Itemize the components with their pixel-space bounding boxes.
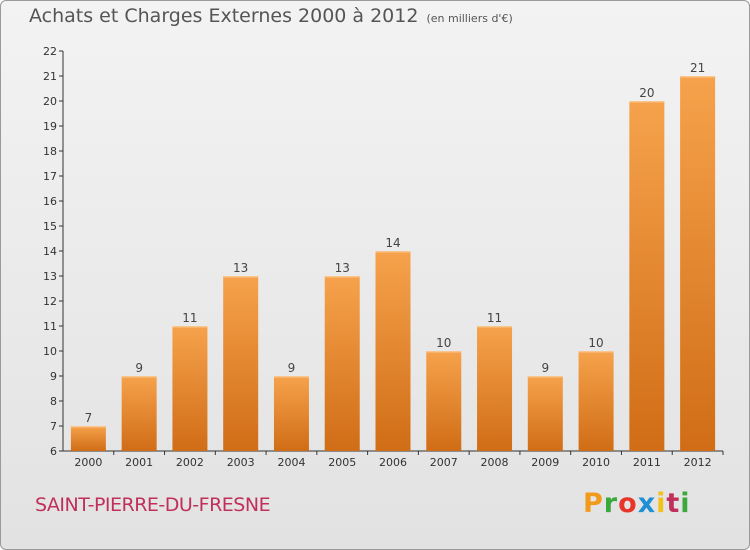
bar-2004 bbox=[273, 376, 309, 451]
data-label-2006: 14 bbox=[385, 236, 400, 250]
x-tick-label: 2001 bbox=[125, 456, 153, 469]
bar-2006 bbox=[375, 251, 411, 451]
x-tick-label: 2011 bbox=[633, 456, 661, 469]
y-tick-label: 9 bbox=[50, 370, 57, 383]
x-tick-label: 2005 bbox=[328, 456, 356, 469]
data-label-2010: 10 bbox=[588, 336, 603, 350]
data-label-2009: 9 bbox=[541, 361, 549, 375]
y-tick-label: 19 bbox=[43, 120, 57, 133]
y-tick-label: 20 bbox=[43, 95, 57, 108]
bar-highlight bbox=[680, 76, 716, 78]
y-tick-label: 13 bbox=[43, 270, 57, 283]
data-label-2003: 13 bbox=[233, 261, 248, 275]
y-tick-label: 11 bbox=[43, 320, 57, 333]
proxiti-logo: Proxiti bbox=[583, 488, 691, 519]
bar-highlight bbox=[527, 376, 563, 378]
data-label-2004: 9 bbox=[288, 361, 296, 375]
data-label-2011: 20 bbox=[639, 86, 654, 100]
bar-2010 bbox=[578, 351, 614, 451]
title-text: Achats et Charges Externes 2000 à 2012 bbox=[29, 5, 419, 27]
bar-highlight bbox=[273, 376, 309, 378]
logo-letter: i bbox=[680, 488, 691, 519]
bar-highlight bbox=[172, 326, 208, 328]
y-tick-label: 22 bbox=[43, 45, 57, 58]
logo-letter: i bbox=[656, 488, 667, 519]
logo-letter: P bbox=[583, 488, 604, 519]
x-tick-label: 2004 bbox=[277, 456, 305, 469]
y-tick-label: 6 bbox=[50, 445, 57, 458]
logo-letter: o bbox=[618, 488, 638, 519]
data-label-2005: 13 bbox=[335, 261, 350, 275]
place-name: SAINT-PIERRE-DU-FRESNE bbox=[35, 494, 271, 516]
bar-2009 bbox=[527, 376, 563, 451]
bar-2000 bbox=[70, 426, 106, 451]
chart-data-labels: 7 9 11 13 9 13 14 10 11 9 10 20 21 bbox=[85, 61, 706, 425]
bar-2003 bbox=[223, 276, 259, 451]
bar-highlight bbox=[629, 101, 665, 103]
bar-2008 bbox=[477, 326, 513, 451]
x-tick-label: 2002 bbox=[176, 456, 204, 469]
y-tick-label: 17 bbox=[43, 170, 57, 183]
y-tick-label: 15 bbox=[43, 220, 57, 233]
y-tick-label: 7 bbox=[50, 420, 57, 433]
bar-highlight bbox=[426, 351, 462, 353]
data-label-2001: 9 bbox=[135, 361, 143, 375]
bar-2002 bbox=[172, 326, 208, 451]
bar-highlight bbox=[121, 376, 157, 378]
logo-letter: x bbox=[637, 488, 657, 519]
x-tick-label: 2012 bbox=[684, 456, 712, 469]
x-tick-label: 2008 bbox=[481, 456, 509, 469]
data-label-2007: 10 bbox=[436, 336, 451, 350]
bar-highlight bbox=[477, 326, 513, 328]
bar-highlight bbox=[375, 251, 411, 253]
bar-2001 bbox=[121, 376, 157, 451]
data-label-2000: 7 bbox=[85, 411, 93, 425]
bar-highlight bbox=[324, 276, 360, 278]
x-tick-label: 2009 bbox=[531, 456, 559, 469]
y-tick-label: 12 bbox=[43, 295, 57, 308]
y-tick-label: 16 bbox=[43, 195, 57, 208]
bar-2012 bbox=[680, 76, 716, 451]
y-tick-label: 21 bbox=[43, 70, 57, 83]
bar-2011 bbox=[629, 101, 665, 451]
chart-title: Achats et Charges Externes 2000 à 2012 (e… bbox=[29, 5, 513, 27]
x-tick-label: 2000 bbox=[74, 456, 102, 469]
bar-highlight bbox=[70, 426, 106, 428]
title-unit: (en milliers d'€) bbox=[426, 12, 513, 25]
x-tick-label: 2006 bbox=[379, 456, 407, 469]
data-label-2002: 11 bbox=[182, 311, 197, 325]
x-tick-label: 2010 bbox=[582, 456, 610, 469]
y-tick-label: 18 bbox=[43, 145, 57, 158]
x-tick-label: 2003 bbox=[227, 456, 255, 469]
bar-2007 bbox=[426, 351, 462, 451]
y-tick-label: 10 bbox=[43, 345, 57, 358]
bar-2005 bbox=[324, 276, 360, 451]
logo-letter: r bbox=[603, 488, 619, 519]
bar-highlight bbox=[578, 351, 614, 353]
y-tick-label: 14 bbox=[43, 245, 57, 258]
bar-highlight bbox=[223, 276, 259, 278]
y-tick-label: 8 bbox=[50, 395, 57, 408]
x-tick-label: 2007 bbox=[430, 456, 458, 469]
chart-bars bbox=[70, 76, 716, 451]
data-label-2008: 11 bbox=[487, 311, 502, 325]
data-label-2012: 21 bbox=[690, 61, 705, 75]
logo-letter: t bbox=[666, 488, 681, 519]
